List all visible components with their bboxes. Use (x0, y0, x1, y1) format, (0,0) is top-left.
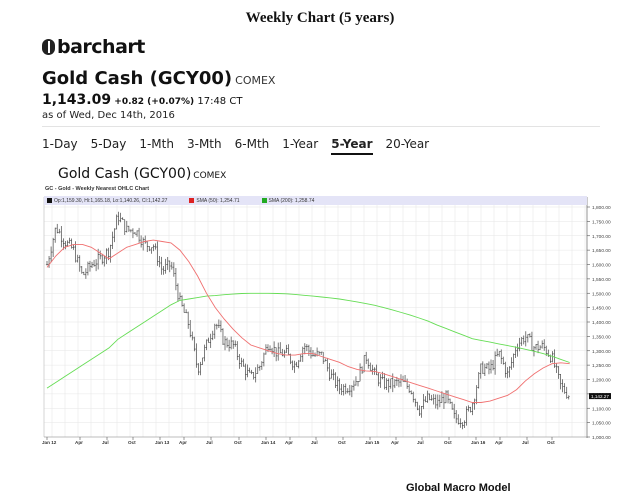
footer-caption: Global Macro Model (406, 482, 511, 494)
tab-3-month[interactable]: 3-Mth (186, 137, 222, 151)
svg-text:1,700.00: 1,700.00 (592, 234, 611, 240)
svg-text:Jan 13: Jan 13 (155, 440, 170, 445)
svg-text:Jul: Jul (417, 440, 424, 445)
svg-text:Apr: Apr (495, 440, 503, 445)
ohlc-swatch-icon (47, 197, 52, 203)
svg-text:Jul: Jul (206, 440, 213, 445)
tab-6-month[interactable]: 6-Mth (234, 137, 270, 151)
tab-5-year[interactable]: 5-Year (331, 137, 373, 155)
svg-text:1,250.00: 1,250.00 (592, 363, 611, 369)
sma50-swatch-icon (189, 197, 195, 203)
symbol-name: Gold Cash (GCY00) (42, 68, 233, 89)
svg-text:Oct: Oct (128, 440, 136, 445)
svg-text:Oct: Oct (338, 440, 346, 445)
tab-20-year[interactable]: 20-Year (385, 137, 430, 151)
legend-sma50-text: SMA (50): 1,254.71 (196, 197, 240, 204)
chart-symbol-name: Gold Cash (GCY00) (58, 166, 192, 182)
tab-1-day[interactable]: 1-Day (42, 137, 78, 151)
svg-text:Apr: Apr (75, 440, 83, 445)
svg-text:1,100.00: 1,100.00 (592, 406, 611, 412)
svg-text:Oct: Oct (547, 440, 555, 445)
chart-exchange: COMEX (193, 171, 227, 181)
legend-ohlc-text: Op:1,159.30, Hi:1,165.18, Lo:1,140.26, C… (54, 197, 168, 204)
as-of-date: as of Wed, Dec 14th, 2016 (42, 110, 175, 121)
svg-text:1,350.00: 1,350.00 (592, 334, 611, 340)
svg-text:1,800.00: 1,800.00 (592, 205, 611, 211)
svg-text:Jan 12: Jan 12 (42, 440, 57, 445)
symbol-exchange: COMEX (235, 74, 276, 87)
svg-text:Jan 16: Jan 16 (471, 440, 486, 445)
divider (42, 126, 600, 127)
svg-text:Oct: Oct (444, 440, 452, 445)
chart-legend: Op:1,159.30, Hi:1,165.18, Lo:1,140.26, C… (44, 196, 587, 205)
svg-text:Jan 15: Jan 15 (365, 440, 380, 445)
page-title: Weekly Chart (5 years) (245, 10, 395, 26)
barchart-logo-icon (42, 39, 55, 55)
svg-text:1,500.00: 1,500.00 (592, 291, 611, 297)
legend-sma200-text: SMA (200): 1,258.74 (268, 197, 315, 204)
svg-text:1,400.00: 1,400.00 (592, 320, 611, 326)
barchart-logo[interactable]: barchart (42, 36, 145, 58)
price-change: +0.82 (+0.07%) (114, 97, 195, 107)
svg-text:1,050.00: 1,050.00 (592, 421, 611, 427)
svg-text:Jul: Jul (311, 440, 318, 445)
svg-text:Jul: Jul (522, 440, 529, 445)
tab-1-year[interactable]: 1-Year (282, 137, 319, 151)
svg-text:1,750.00: 1,750.00 (592, 219, 611, 225)
svg-text:1,600.00: 1,600.00 (592, 263, 611, 269)
symbol-title: Gold Cash (GCY00) COMEX (42, 68, 275, 89)
legend-sma50: SMA (50): 1,254.71 (189, 197, 240, 204)
svg-text:1,142.27: 1,142.27 (591, 394, 609, 399)
price-chart[interactable]: 1,800.00 1,750.00 1,700.00 1,650.00 1,600.00… (0, 0, 640, 470)
tab-5-day[interactable]: 5-Day (90, 137, 127, 151)
last-price: 1,143.09 (42, 92, 112, 108)
svg-text:Apr: Apr (391, 440, 399, 445)
chart-subtitle: GC - Gold - Weekly Nearest OHLC Chart (45, 186, 150, 192)
quote-line: 1,143.09 +0.82 (+0.07%) 17:48 CT (42, 92, 242, 108)
svg-text:Apr: Apr (285, 440, 293, 445)
svg-text:Jan 14: Jan 14 (261, 440, 276, 445)
svg-text:1,450.00: 1,450.00 (592, 306, 611, 312)
period-tabs: 1-Day 5-Day 1-Mth 3-Mth 6-Mth 1-Year 5-Y… (42, 137, 429, 155)
svg-text:1,650.00: 1,650.00 (592, 248, 611, 254)
svg-text:1,300.00: 1,300.00 (592, 349, 611, 355)
legend-sma200: SMA (200): 1,258.74 (261, 197, 315, 204)
svg-text:1,550.00: 1,550.00 (592, 277, 611, 283)
svg-text:Apr: Apr (179, 440, 187, 445)
svg-text:1,000.00: 1,000.00 (592, 435, 611, 441)
tab-1-month[interactable]: 1-Mth (139, 137, 174, 151)
svg-text:1,200.00: 1,200.00 (592, 378, 611, 384)
sma200-swatch-icon (261, 197, 267, 203)
chart-title: Gold Cash (GCY00) COMEX (58, 166, 226, 182)
logo-text: barchart (57, 36, 145, 58)
quote-time: 17:48 CT (197, 96, 243, 107)
svg-text:Oct: Oct (234, 440, 242, 445)
svg-text:Jul: Jul (102, 440, 109, 445)
legend-ohlc: Op:1,159.30, Hi:1,165.18, Lo:1,140.26, C… (47, 198, 167, 204)
